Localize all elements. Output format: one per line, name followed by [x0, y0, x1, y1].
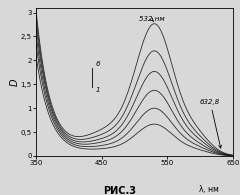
Text: РИС.3: РИС.3 — [103, 186, 137, 195]
Text: 632,8: 632,8 — [200, 99, 222, 148]
Text: 6: 6 — [96, 61, 100, 67]
Y-axis label: D: D — [9, 78, 19, 86]
Text: 1: 1 — [96, 87, 100, 93]
Text: $\lambda$, нм: $\lambda$, нм — [198, 183, 220, 195]
Text: 532 нм: 532 нм — [139, 16, 165, 22]
